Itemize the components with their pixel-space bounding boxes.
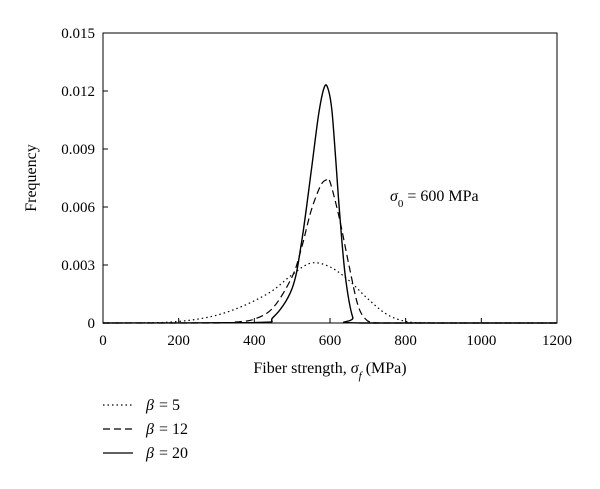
series-line-beta-20 [102,84,557,324]
legend-label-beta-5: β = 5 [145,397,180,414]
ticks: 0 200 400 600 800 1000 1200 0 0.003 0.006 0.009 0.0… [61,26,572,349]
annotation-symbol: σ [390,188,399,205]
x-tick-label: 600 [319,333,342,349]
x-axis-label-subscript: f [359,370,364,382]
x-tick-label: 400 [243,333,266,349]
legend-symbol: β [145,421,154,438]
legend-symbol: β [145,397,154,414]
y-axis-label: Frequency [23,144,40,212]
plot-lines [102,84,557,324]
annotation-subscript: 0 [398,198,404,210]
series-line-beta-12 [103,177,557,324]
legend-value: = 20 [159,445,188,462]
legend-symbol: β [145,445,154,462]
x-axis-label: Fiber strength, σf (MPa) [253,360,406,382]
x-axis-label-unit: (MPa) [362,360,407,377]
legend-label-beta-12: β = 12 [145,421,188,438]
y-tick-label: 0.015 [61,26,95,42]
y-tick-label: 0 [88,316,96,332]
x-tick-label: 200 [167,333,190,349]
x-tick-label: 800 [394,333,417,349]
x-tick-label: 1200 [542,333,572,349]
annotation-text: = 600 MPa [403,188,478,205]
x-tick-label: 0 [99,333,107,349]
plot-frame [102,32,558,324]
legend: β = 5 β = 12 β = 20 [103,397,188,462]
x-axis-label-symbol: σ [351,360,360,377]
x-axis-label-prefix: Fiber strength, [253,360,350,377]
sigma-annotation: σ0 = 600 MPa [390,188,479,210]
x-tick-label: 1000 [466,333,496,349]
y-tick-label: 0.003 [61,258,95,274]
legend-label-beta-20: β = 20 [145,445,188,462]
legend-value: = 12 [159,421,188,438]
y-tick-label: 0.009 [61,142,95,158]
y-tick-label: 0.006 [61,200,95,216]
series-line-beta-5 [102,262,557,324]
legend-value: = 5 [159,397,180,414]
y-tick-label: 0.012 [61,84,95,100]
